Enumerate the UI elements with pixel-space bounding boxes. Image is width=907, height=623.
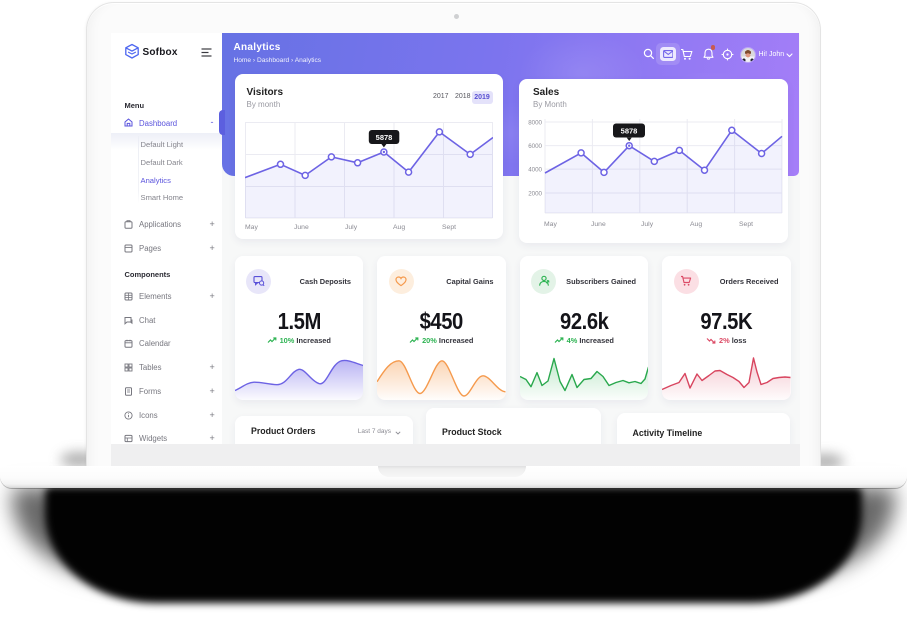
svg-text:Sept: Sept [739,221,753,228]
svg-text:June: June [294,224,309,231]
svg-text:July: July [345,224,358,231]
svg-text:8000: 8000 [528,120,542,127]
svg-text:2000: 2000 [528,191,542,198]
svg-text:July: July [641,221,654,228]
svg-text:4000: 4000 [528,167,542,174]
svg-text:5878: 5878 [621,127,638,136]
svg-text:Aug: Aug [393,224,405,231]
svg-text:Aug: Aug [690,221,702,228]
svg-text:5878: 5878 [376,133,393,142]
svg-text:May: May [245,224,258,231]
svg-text:June: June [591,221,606,228]
svg-text:Sept: Sept [442,224,456,231]
svg-text:May: May [544,221,557,228]
svg-text:6000: 6000 [528,143,542,150]
